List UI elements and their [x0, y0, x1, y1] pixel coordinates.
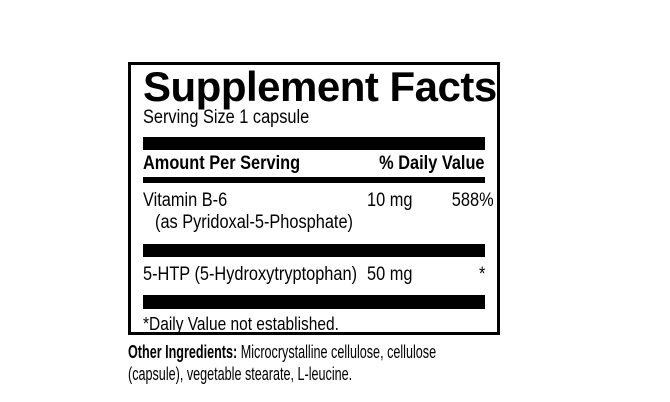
nutrient-amount-cell: 50 mg	[367, 264, 445, 286]
separator-bar-thick	[143, 295, 485, 309]
other-ingredients-text: Microcrystalline cellulose, cellulose (c…	[128, 342, 437, 384]
nutrient-name: 5-HTP (5-Hydroxytryptophan)	[143, 264, 358, 285]
nutrient-name-cell: 5-HTP (5-Hydroxytryptophan)	[143, 264, 367, 286]
other-ingredients: Other Ingredients: Microcrystalline cell…	[128, 341, 668, 385]
nutrient-detail: (as Pyridoxal-5-Phosphate)	[155, 212, 353, 233]
nutrient-amount: 10 mg	[367, 190, 413, 211]
nutrient-row: Vitamin B-6 (as Pyridoxal-5-Phosphate) 1…	[143, 183, 494, 234]
footnote: *Daily Value not established.	[143, 314, 339, 334]
other-ingredients-paragraph: Other Ingredients: Microcrystalline cell…	[128, 341, 492, 385]
separator-bar-thick	[143, 137, 485, 150]
panel-title: Supplement Facts	[143, 63, 497, 110]
supplement-facts-panel: Supplement Facts Serving Size 1 capsule …	[128, 62, 500, 335]
serving-size: Serving Size 1 capsule	[143, 107, 310, 128]
serving-size-line: Serving Size 1 capsule	[143, 107, 485, 129]
nutrient-daily-value: 588%	[451, 190, 494, 211]
separator-bar-thick	[143, 244, 485, 257]
nutrient-name-cell: Vitamin B-6 (as Pyridoxal-5-Phosphate)	[143, 190, 367, 234]
nutrient-daily-value-cell: 588%	[445, 190, 494, 212]
column-header-amount: Amount Per Serving	[143, 153, 301, 174]
column-header-daily-value: % Daily Value	[379, 153, 485, 174]
nutrient-daily-value: *	[478, 264, 485, 285]
separator-bar-thin	[143, 177, 485, 183]
other-ingredients-label: Other Ingredients:	[128, 342, 238, 362]
column-header-row: Amount Per Serving % Daily Value	[143, 150, 485, 177]
nutrient-row: 5-HTP (5-Hydroxytryptophan) 50 mg *	[143, 257, 485, 286]
nutrient-amount-cell: 10 mg	[367, 190, 445, 212]
footnote-line: *Daily Value not established.	[143, 309, 485, 335]
nutrient-daily-value-cell: *	[445, 264, 485, 286]
nutrient-amount: 50 mg	[367, 264, 413, 285]
nutrient-name: Vitamin B-6	[143, 190, 228, 211]
